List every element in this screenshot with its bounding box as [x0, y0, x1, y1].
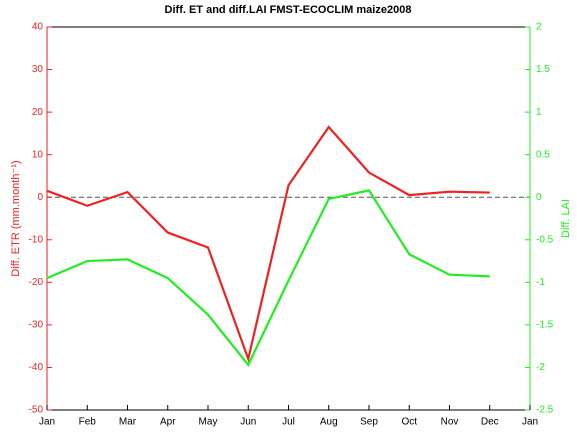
y2-tick-label: -2.5	[536, 405, 554, 416]
x-tick-label: Jun	[240, 417, 256, 428]
y2-axis-label: Diff. LAI	[560, 199, 572, 238]
y-tick-label: 0	[37, 192, 43, 203]
y2-tick-label: 0	[536, 192, 542, 203]
x-tick-label: Apr	[160, 417, 176, 428]
y2-tick-label: 0.5	[536, 149, 550, 160]
x-tick-label: Jan	[522, 417, 538, 428]
x-tick-label: Sep	[360, 417, 378, 428]
y2-tick-label: -0.5	[536, 234, 554, 245]
y2-tick-label: 2	[536, 22, 542, 33]
y2-tick-label: -1.5	[536, 320, 554, 331]
y-tick-label: 30	[32, 64, 44, 75]
y2-tick-label: 1	[536, 107, 542, 118]
y-tick-label: -20	[29, 277, 44, 288]
y-tick-label: -10	[29, 234, 44, 245]
x-tick-label: Feb	[79, 417, 97, 428]
x-tick-label: Oct	[401, 417, 417, 428]
y-tick-label: 10	[32, 149, 44, 160]
x-tick-label: Mar	[119, 417, 137, 428]
y-tick-label: -50	[29, 405, 44, 416]
x-tick-label: Nov	[441, 417, 459, 428]
y-tick-label: -40	[29, 362, 44, 373]
y-tick-label: -30	[29, 320, 44, 331]
chart-title: Diff. ET and diff.LAI FMST-ECOCLIM maize…	[165, 4, 412, 16]
series-line	[46, 189, 490, 367]
x-tick-label: Dec	[481, 417, 499, 428]
series-line	[46, 125, 490, 363]
x-tick-label: Jul	[282, 417, 295, 428]
x-tick-label: May	[199, 417, 218, 428]
y2-tick-label: 1.5	[536, 64, 550, 75]
y2-tick-label: -1	[536, 277, 545, 288]
y2-tick-label: -2	[536, 362, 545, 373]
x-tick-label: Aug	[320, 417, 338, 428]
x-tick-label: Jan	[39, 417, 55, 428]
y-tick-label: 20	[32, 107, 44, 118]
y-tick-label: 40	[32, 22, 44, 33]
y-axis-label: Diff. ETR (mm.month⁻¹)	[10, 160, 22, 276]
